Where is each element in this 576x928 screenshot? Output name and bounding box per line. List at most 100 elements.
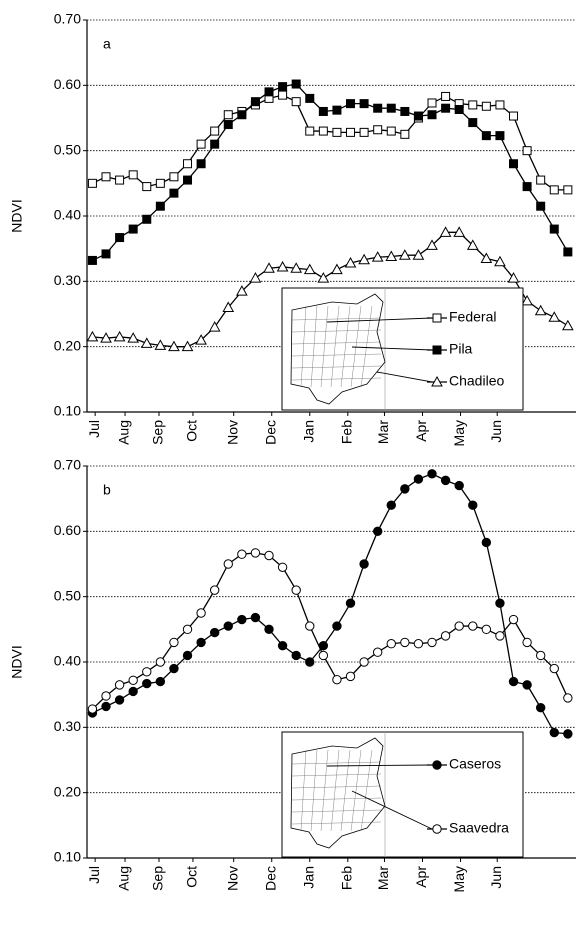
marker: [100, 332, 112, 343]
marker: [507, 272, 520, 283]
panel-label: b: [103, 482, 111, 498]
marker: [128, 170, 138, 180]
marker: [441, 103, 451, 113]
marker: [522, 680, 532, 690]
x-tick-label: Apr: [413, 866, 429, 888]
marker: [548, 311, 561, 322]
marker: [535, 703, 546, 713]
y-tick-label: 0.60: [54, 76, 81, 92]
marker: [114, 680, 125, 690]
marker: [495, 131, 505, 141]
marker: [453, 226, 466, 237]
marker: [549, 224, 559, 234]
y-tick-label: 0.60: [54, 522, 81, 538]
marker: [249, 272, 262, 283]
marker: [140, 337, 153, 348]
marker: [182, 650, 193, 661]
marker: [358, 253, 370, 265]
marker: [305, 93, 315, 103]
map-boundary: [340, 749, 351, 832]
marker: [155, 201, 165, 211]
marker: [209, 585, 220, 595]
legend-label: Chadileo: [449, 373, 504, 389]
marker: [508, 676, 519, 687]
marker: [142, 678, 152, 689]
marker: [169, 637, 179, 648]
marker: [413, 639, 424, 649]
marker: [278, 90, 288, 100]
x-tick-label: Oct: [184, 420, 200, 442]
marker: [426, 239, 438, 250]
panel: 0.10 0.20 0.30 0.40 0.50 0.60 0.70 Jul Aug Sep Oct…: [9, 11, 576, 446]
panel: 0.10 0.20 0.30 0.40 0.50 0.60 0.70 Jul Aug Sep Oct…: [9, 457, 576, 892]
marker: [549, 663, 559, 674]
marker: [563, 185, 573, 195]
marker: [536, 175, 546, 185]
marker: [168, 340, 180, 352]
marker: [142, 667, 152, 677]
marker: [101, 701, 111, 712]
x-tick-label: Apr: [413, 420, 429, 442]
marker: [208, 321, 221, 332]
marker: [399, 249, 411, 260]
legend-marker: [432, 345, 442, 355]
marker: [250, 97, 260, 107]
x-tick-label: Feb: [339, 420, 355, 444]
marker: [128, 686, 138, 697]
marker: [427, 110, 437, 120]
map-boundary: [320, 749, 329, 832]
legend-pointer: [351, 790, 433, 830]
marker: [427, 637, 437, 648]
marker: [359, 127, 369, 137]
map-boundary: [330, 305, 340, 388]
x-tick-label: Mar: [375, 866, 391, 890]
marker: [386, 126, 396, 136]
marker: [400, 106, 410, 116]
y-tick-label: 0.70: [54, 11, 81, 27]
marker: [155, 178, 165, 188]
x-tick-label: Sep: [150, 420, 166, 445]
marker: [101, 691, 111, 701]
x-tick-label: Oct: [184, 866, 200, 888]
marker: [155, 676, 166, 687]
marker: [345, 671, 356, 682]
marker: [195, 334, 207, 345]
marker: [317, 272, 330, 283]
y-tick-label: 0.40: [54, 207, 81, 223]
map-boundary: [340, 305, 351, 388]
map-boundary: [291, 341, 382, 345]
x-tick-label: Jan: [300, 420, 316, 443]
map: [290, 293, 386, 405]
marker: [154, 339, 167, 350]
marker: [87, 255, 97, 265]
marker: [196, 139, 206, 149]
marker: [236, 285, 248, 296]
marker: [209, 627, 220, 638]
map-boundary: [330, 749, 340, 832]
marker: [250, 612, 261, 623]
marker: [386, 103, 396, 113]
marker: [237, 614, 247, 625]
x-tick-label: Aug: [116, 866, 132, 891]
marker: [291, 79, 301, 89]
x-tick-label: Jun: [488, 420, 504, 443]
x-tick-label: Jul: [86, 866, 102, 884]
marker: [454, 621, 464, 631]
marker: [196, 159, 206, 169]
marker: [400, 637, 410, 648]
marker: [440, 475, 451, 486]
marker: [562, 319, 574, 331]
marker: [495, 598, 505, 608]
marker: [291, 585, 301, 595]
map-boundary: [291, 821, 382, 825]
marker: [563, 729, 573, 739]
marker: [181, 340, 194, 352]
marker: [223, 559, 233, 569]
legend-label: Saavedra: [449, 820, 509, 836]
x-tick-label: Sep: [150, 866, 166, 891]
map-boundary: [360, 749, 373, 832]
marker: [223, 110, 233, 120]
marker: [466, 239, 479, 250]
marker: [101, 172, 111, 182]
map-boundary: [291, 773, 382, 777]
